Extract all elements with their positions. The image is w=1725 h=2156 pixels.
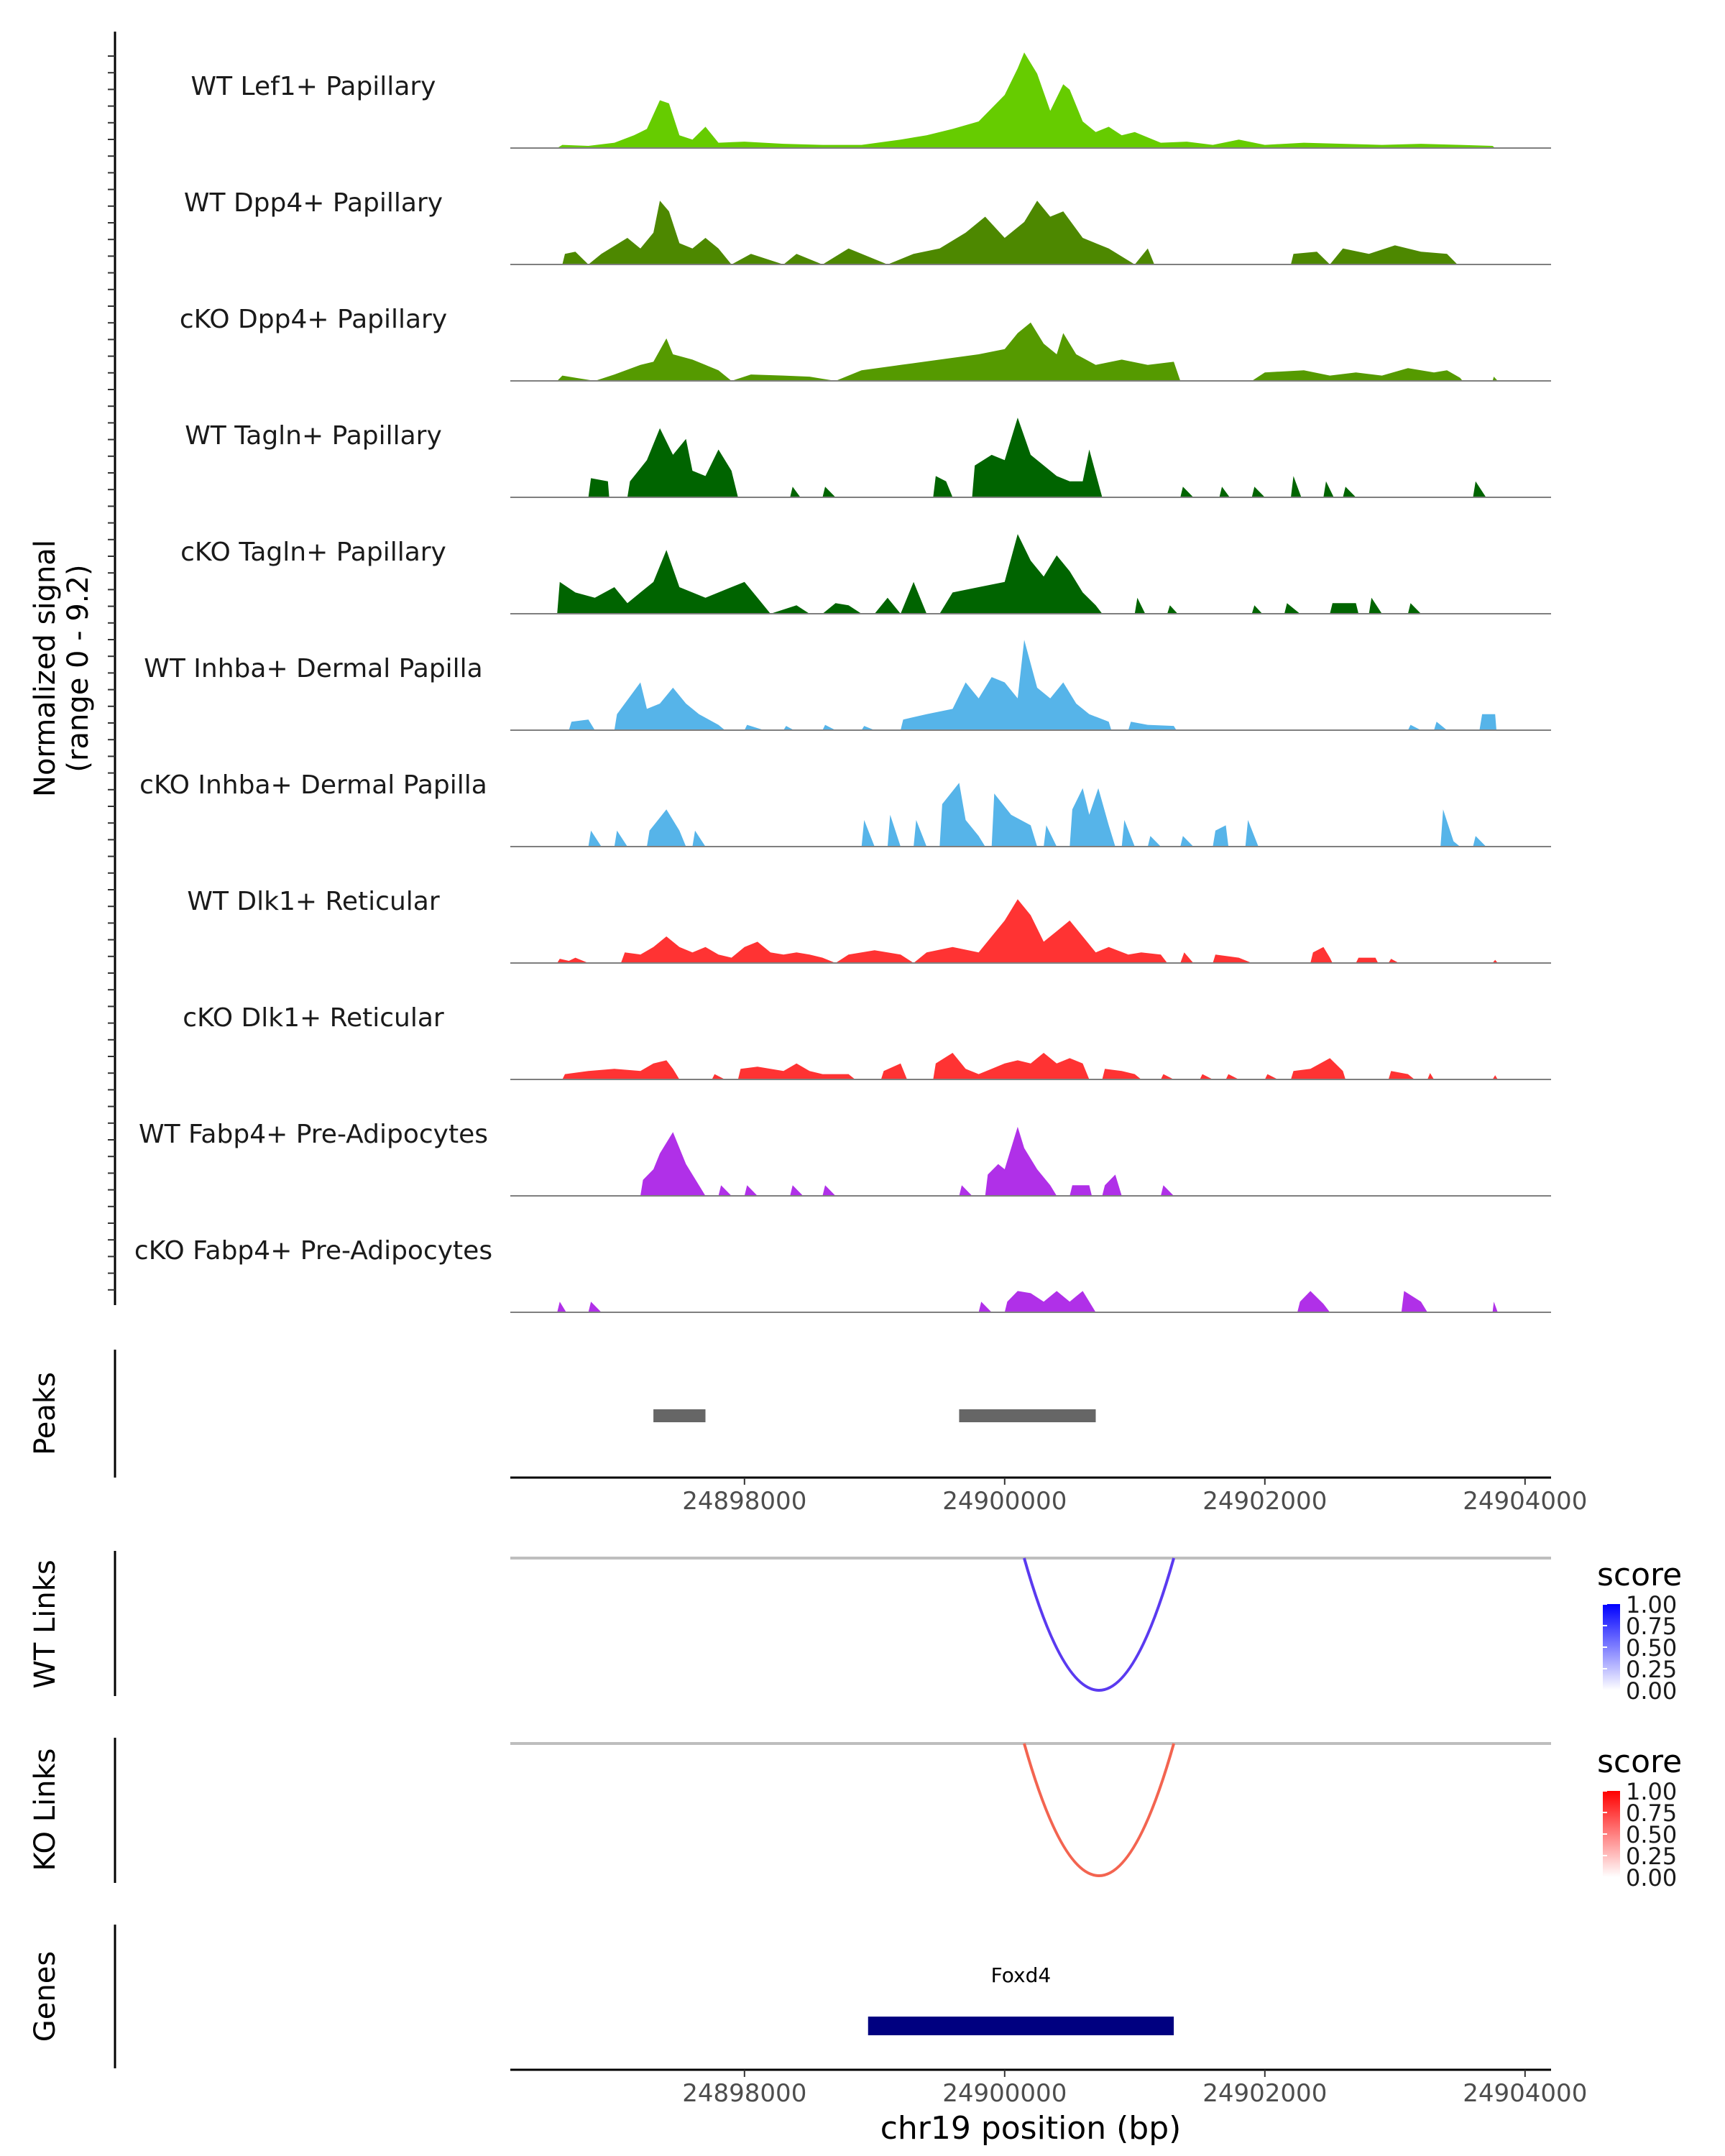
legend-tick-label: 0.75 [1626, 1800, 1677, 1827]
coverage-area [557, 899, 1498, 963]
peaks-x-ticks: 24898000 24900000 24902000 24904000 [682, 1478, 1587, 1516]
peak-region [959, 1409, 1096, 1422]
wt-legend-ticks: 1.000.750.500.250.00 [1603, 1591, 1677, 1705]
x-tick-label: 24904000 [1463, 1487, 1587, 1516]
track-label: WT Inhba+ Dermal Papilla [144, 654, 482, 683]
coverage-track: cKO Dlk1+ Reticular [183, 1003, 1551, 1080]
ko-links-legend: score 1.000.750.500.250.00 [1597, 1743, 1682, 1892]
coverage-track: WT Fabp4+ Pre-Adipocytes [139, 1120, 1551, 1197]
wt-links-panel: WT Links score 1.000.750.500.250.00 [29, 1551, 1682, 1705]
wt-legend-title: score [1597, 1557, 1682, 1593]
peaks-label: Peaks [29, 1372, 62, 1455]
legend-tick-label: 0.25 [1626, 1843, 1677, 1870]
peak-region [653, 1409, 706, 1422]
wt-links-label: WT Links [29, 1560, 62, 1688]
wt-link-arcs [1023, 1557, 1176, 1692]
track-label: WT Dpp4+ Papillary [184, 188, 443, 218]
coverage-area [557, 534, 1422, 614]
coverage-y-range-label: (range 0 - 9.2) [62, 564, 95, 772]
coverage-track: WT Dpp4+ Papillary [184, 188, 1551, 265]
ko-legend-ticks: 1.000.750.500.250.00 [1603, 1778, 1677, 1892]
coverage-y-label: Normalized signal [29, 540, 62, 797]
genes-x-ticks: 24898000 24900000 24902000 24904000 [682, 2070, 1587, 2108]
coverage-track: WT Lef1+ Papillary [191, 52, 1551, 149]
gene-name: Foxd4 [991, 1963, 1052, 1987]
coverage-track: cKO Inhba+ Dermal Papilla [139, 770, 1551, 847]
track-label: cKO Dpp4+ Papillary [180, 305, 447, 334]
x-tick-label: 24898000 [682, 2079, 806, 2108]
x-axis-title: chr19 position (bp) [880, 2110, 1182, 2147]
coverage-area [562, 1053, 1498, 1079]
legend-tick-label: 0.50 [1626, 1634, 1677, 1662]
track-label: cKO Dlk1+ Reticular [183, 1003, 444, 1033]
coverage-track: cKO Fabp4+ Pre-Adipocytes [134, 1236, 1551, 1313]
coverage-track: WT Tagln+ Papillary [185, 418, 1551, 498]
coverage-track: WT Dlk1+ Reticular [187, 887, 1551, 964]
legend-tick-label: 1.00 [1626, 1591, 1677, 1618]
ko-links-label: KO Links [29, 1749, 62, 1871]
coverage-area [557, 1291, 1498, 1312]
coverage-track: cKO Dpp4+ Papillary [180, 305, 1551, 382]
track-label: WT Fabp4+ Pre-Adipocytes [139, 1120, 488, 1149]
genes-panel: Genes Foxd4 24898000 24900000 24902000 2490… [29, 1925, 1587, 2147]
wt-links-legend: score 1.000.750.500.250.00 [1597, 1557, 1682, 1705]
legend-tick-label: 1.00 [1626, 1778, 1677, 1805]
link-arc [1023, 1743, 1176, 1877]
gene-models: Foxd4 [868, 1963, 1174, 2035]
coverage-area [562, 201, 1458, 264]
coverage-area [569, 640, 1496, 730]
genes-label: Genes [29, 1951, 62, 2042]
track-label: WT Dlk1+ Reticular [187, 887, 439, 916]
legend-tick-label: 0.00 [1626, 1677, 1677, 1705]
ko-links-panel: KO Links score 1.000.750.500.250.00 [29, 1738, 1682, 1892]
track-label: cKO Fabp4+ Pre-Adipocytes [134, 1236, 492, 1266]
track-label: cKO Tagln+ Papillary [180, 538, 446, 567]
legend-tick-label: 0.25 [1626, 1656, 1677, 1683]
track-label: cKO Inhba+ Dermal Papilla [139, 770, 487, 800]
ko-legend-title: score [1597, 1743, 1682, 1780]
track-label: WT Tagln+ Papillary [185, 421, 442, 451]
gene-body [868, 2017, 1174, 2035]
peak-regions [653, 1409, 1096, 1422]
legend-tick-label: 0.75 [1626, 1613, 1677, 1640]
link-arc [1023, 1557, 1176, 1692]
ko-link-arcs [1023, 1743, 1176, 1877]
x-tick-label: 24898000 [682, 1487, 806, 1516]
coverage-area [557, 322, 1498, 381]
x-tick-label: 24900000 [942, 2079, 1067, 2108]
coverage-track: cKO Tagln+ Papillary [180, 534, 1551, 614]
x-tick-label: 24904000 [1463, 2079, 1587, 2108]
coverage-tracks: WT Lef1+ Papillary WT Dpp4+ Papillary cKO … [134, 52, 1551, 1313]
x-tick-label: 24902000 [1202, 1487, 1327, 1516]
coverage-y-ticks [108, 55, 115, 1291]
x-tick-label: 24900000 [942, 1487, 1067, 1516]
legend-tick-label: 0.00 [1626, 1864, 1677, 1892]
coverage-area [640, 1126, 1174, 1196]
x-tick-label: 24902000 [1202, 2079, 1327, 2108]
coverage-area [588, 783, 1486, 847]
peaks-panel: Peaks 24898000 24900000 24902000 24904000 [29, 1350, 1587, 1516]
coverage-track: WT Inhba+ Dermal Papilla [144, 640, 1551, 731]
coverage-area [588, 418, 1486, 497]
legend-tick-label: 0.50 [1626, 1821, 1677, 1848]
track-label: WT Lef1+ Papillary [191, 72, 436, 101]
coverage-area [557, 52, 1496, 148]
coverage-panel: Normalized signal (range 0 - 9.2) WT Lef… [29, 32, 1551, 1313]
